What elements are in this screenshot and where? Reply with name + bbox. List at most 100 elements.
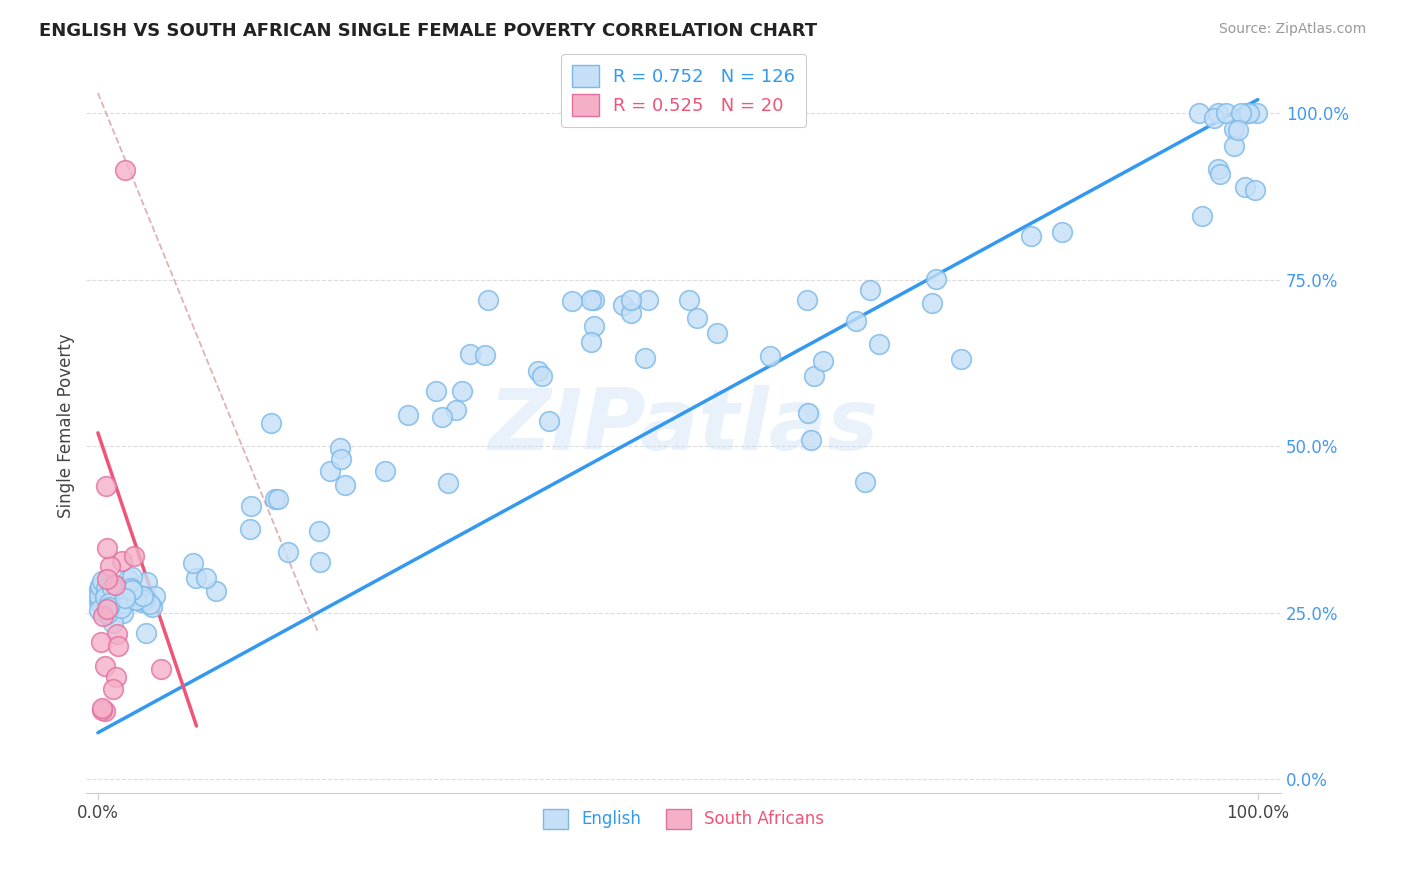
Point (1208, 167, 1230, 181)
Point (612, 298, 634, 312)
Point (96, 572, 118, 586)
Point (925, 272, 948, 286)
Point (91, 609, 114, 624)
Point (101, 581, 124, 595)
Legend: English, South Africans: English, South Africans (536, 802, 831, 836)
Point (1191, 209, 1213, 223)
Point (87, 582, 110, 597)
Point (330, 451, 353, 466)
Point (111, 606, 134, 620)
Point (105, 670, 128, 684)
Point (98, 599, 121, 613)
Point (538, 414, 561, 428)
Point (135, 625, 157, 640)
Point (458, 347, 481, 361)
Point (1237, 106, 1260, 120)
Point (120, 581, 142, 595)
Point (335, 477, 357, 491)
Point (131, 589, 153, 603)
Point (89, 579, 111, 593)
Point (450, 384, 472, 398)
Point (184, 571, 207, 585)
Point (121, 570, 143, 584)
Point (111, 596, 134, 610)
Point (759, 349, 782, 363)
Point (1244, 183, 1267, 197)
Point (107, 639, 129, 653)
Point (813, 353, 835, 368)
Point (98, 558, 121, 573)
Point (678, 293, 700, 307)
Point (309, 555, 332, 569)
Point (620, 293, 643, 307)
Point (1223, 122, 1246, 136)
Point (800, 434, 823, 448)
Point (437, 475, 460, 490)
Point (1230, 106, 1253, 120)
Point (239, 499, 262, 513)
Point (90, 635, 112, 649)
Point (444, 402, 467, 417)
Text: ENGLISH VS SOUTH AFRICAN SINGLE FEMALE POVERTY CORRELATION CHART: ENGLISH VS SOUTH AFRICAN SINGLE FEMALE P… (39, 22, 817, 40)
Point (103, 599, 125, 613)
Point (139, 597, 162, 611)
Point (94, 582, 117, 596)
Point (561, 294, 583, 309)
Point (141, 599, 163, 614)
Point (94, 590, 117, 604)
Point (104, 582, 127, 596)
Point (1223, 139, 1246, 153)
Point (474, 348, 496, 362)
Point (129, 595, 152, 609)
Point (117, 573, 139, 587)
Point (101, 593, 124, 607)
Point (797, 406, 820, 420)
Point (96, 607, 118, 621)
Point (329, 441, 352, 455)
Point (319, 465, 342, 479)
Point (94, 588, 117, 602)
Point (100, 595, 122, 609)
Point (111, 580, 134, 594)
Point (132, 593, 155, 607)
Point (110, 600, 132, 615)
Point (308, 524, 330, 538)
Point (921, 296, 943, 310)
Point (267, 492, 290, 507)
Point (94, 659, 117, 673)
Point (1202, 111, 1225, 125)
Point (114, 162, 136, 177)
Point (96, 602, 118, 616)
Point (105, 627, 128, 641)
Point (425, 384, 447, 398)
Point (845, 314, 868, 328)
Point (90, 702, 112, 716)
Point (1206, 106, 1229, 120)
Point (135, 590, 157, 604)
Point (94, 704, 117, 718)
Point (1019, 228, 1042, 243)
Point (1188, 106, 1211, 120)
Point (686, 311, 709, 326)
Point (103, 588, 125, 602)
Point (104, 578, 127, 592)
Point (1206, 161, 1229, 176)
Point (868, 336, 890, 351)
Point (117, 584, 139, 599)
Point (1234, 180, 1257, 194)
Point (583, 293, 606, 307)
Point (90, 701, 112, 715)
Point (114, 591, 136, 605)
Point (1227, 123, 1250, 137)
Point (98, 600, 121, 615)
Point (96, 541, 118, 555)
Point (89, 593, 111, 607)
Point (949, 351, 972, 366)
Point (101, 616, 124, 631)
Point (706, 326, 728, 340)
Point (94, 479, 117, 493)
Point (1215, 106, 1237, 120)
Text: Source: ZipAtlas.com: Source: ZipAtlas.com (1219, 22, 1367, 37)
Point (87, 595, 110, 609)
Point (91, 574, 114, 588)
